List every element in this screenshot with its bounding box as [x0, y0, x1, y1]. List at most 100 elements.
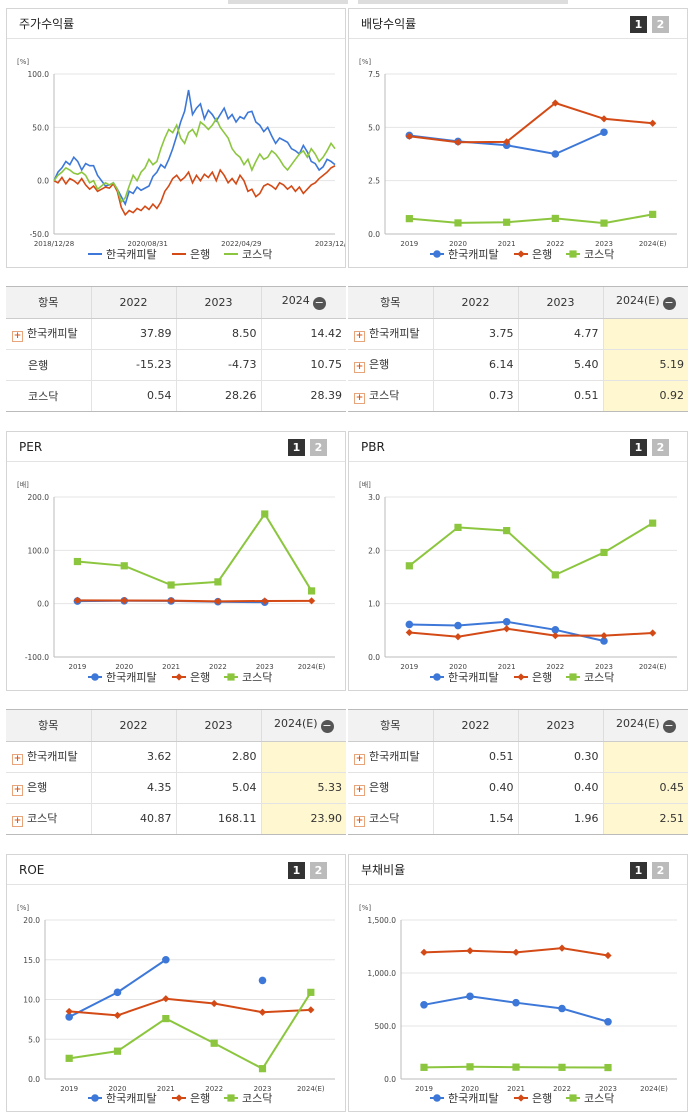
- table-cell: 5.33: [261, 772, 346, 804]
- legend-marker: [91, 1094, 99, 1102]
- x-tick-label: 2023: [256, 663, 274, 671]
- view-1-button[interactable]: 1: [288, 439, 305, 456]
- series-line: [53, 165, 336, 217]
- expand-plus-icon[interactable]: +: [12, 331, 23, 342]
- view-2-button[interactable]: 2: [310, 439, 327, 456]
- view-1-button[interactable]: 1: [630, 16, 647, 33]
- y-tick-label: -50.0: [30, 230, 50, 239]
- column-header-year: 2024−: [261, 287, 346, 319]
- row-name[interactable]: + 코스닥: [6, 803, 92, 834]
- x-tick-label: 2022/04/29: [221, 240, 261, 248]
- top-tab-strip-2: [358, 0, 568, 4]
- row-name: 코스닥: [6, 380, 92, 411]
- per-table: 항목 2022 2023 2024(E) − + 한국캐피탈 3.62 2.80 + 은행 4.35 5…: [6, 709, 346, 835]
- data-point: [454, 138, 462, 146]
- x-tick-label: 2024(E): [640, 1085, 668, 1093]
- x-tick-label: 2020: [115, 663, 133, 671]
- expand-plus-icon[interactable]: +: [354, 331, 365, 342]
- table-cell: 3.75: [433, 318, 519, 350]
- expand-plus-icon[interactable]: +: [354, 362, 365, 373]
- expand-plus-icon[interactable]: +: [354, 816, 365, 828]
- row-name[interactable]: + 코스닥: [348, 803, 434, 834]
- view-1-button[interactable]: 1: [288, 862, 305, 879]
- legend-marker: [175, 673, 183, 681]
- legend-marker: [433, 250, 441, 258]
- view-2-button[interactable]: 2: [652, 16, 669, 33]
- debt-ratio-chart: [%] 1,500.0 1,000.0 500.0 0.0 2019 2020 2021 202…: [359, 904, 677, 1105]
- data-point: [113, 988, 122, 997]
- collapse-icon[interactable]: −: [662, 296, 676, 311]
- series-line: [77, 512, 313, 592]
- row-name[interactable]: + 한국캐피탈: [6, 318, 92, 350]
- x-tick-label: 2021: [507, 1085, 525, 1093]
- panel-title: 주가수익률: [7, 9, 345, 39]
- series-line: [53, 117, 336, 204]
- x-tick-label: 2019: [400, 663, 418, 671]
- row-name[interactable]: + 은행: [6, 772, 92, 804]
- x-tick-label: 2021: [157, 1085, 175, 1093]
- x-tick-label: 2024(E): [298, 663, 326, 671]
- row-name[interactable]: + 은행: [348, 772, 434, 804]
- view-2-button[interactable]: 2: [652, 439, 669, 456]
- column-header-year: 2023: [518, 710, 604, 742]
- collapse-icon[interactable]: −: [312, 296, 326, 311]
- table-cell: 4.77: [518, 318, 604, 350]
- data-point: [604, 1063, 612, 1072]
- series-line: [69, 991, 312, 1070]
- data-point: [466, 992, 474, 1001]
- expand-plus-icon[interactable]: +: [12, 754, 23, 765]
- data-point: [558, 944, 566, 952]
- expand-plus-icon[interactable]: +: [12, 816, 23, 828]
- data-point: [454, 633, 462, 641]
- x-tick-label: 2020: [449, 240, 467, 248]
- row-name[interactable]: + 은행: [348, 349, 434, 381]
- y-tick-label: 1,500.0: [367, 916, 396, 925]
- data-point: [600, 128, 608, 137]
- row-name[interactable]: + 한국캐피탈: [348, 741, 434, 773]
- view-2-button[interactable]: 2: [310, 862, 327, 879]
- view-1-button[interactable]: 1: [630, 439, 647, 456]
- y-tick-label: 0.0: [368, 230, 380, 239]
- legend-marker: [227, 673, 235, 681]
- column-header-year: 2024(E) −: [603, 710, 688, 742]
- y-tick-label: 100.0: [28, 70, 50, 79]
- table-cell: 6.14: [433, 349, 519, 381]
- row-name[interactable]: + 한국캐피탈: [6, 741, 92, 773]
- y-tick-label: 0.0: [28, 1075, 40, 1084]
- y-tick-label: 7.5: [368, 70, 380, 79]
- expand-plus-icon[interactable]: +: [354, 785, 365, 796]
- table-cell: 0.73: [433, 380, 519, 411]
- data-point: [307, 988, 315, 996]
- expand-plus-icon[interactable]: +: [12, 785, 23, 796]
- expand-plus-icon[interactable]: +: [354, 393, 365, 405]
- collapse-icon[interactable]: −: [662, 719, 676, 734]
- x-tick-label: 2018/12/28: [34, 240, 74, 248]
- table-cell: 10.75: [261, 349, 346, 381]
- y-tick-label: 0.0: [37, 600, 49, 609]
- legend-label: 은행: [532, 671, 552, 684]
- collapse-icon[interactable]: −: [320, 719, 334, 734]
- row-name[interactable]: + 한국캐피탈: [348, 318, 434, 350]
- view-1-button[interactable]: 1: [630, 862, 647, 879]
- x-tick-label: 2019: [400, 240, 418, 248]
- expand-plus-icon[interactable]: +: [354, 754, 365, 765]
- series-line: [68, 958, 167, 1018]
- y-tick-label: 2.0: [368, 546, 380, 555]
- data-point: [503, 218, 511, 226]
- y-tick-label: 10.0: [23, 996, 40, 1005]
- legend-label: 한국캐피탈: [106, 248, 157, 261]
- data-point: [258, 976, 267, 985]
- x-tick-label: 2020: [449, 663, 467, 671]
- table-cell: 28.26: [176, 380, 262, 411]
- data-point: [307, 1006, 315, 1014]
- row-name[interactable]: + 코스닥: [348, 380, 434, 411]
- data-point: [600, 219, 608, 227]
- y-tick-label: 5.0: [368, 123, 380, 132]
- axis-unit: [%]: [359, 58, 371, 66]
- column-header-year: 2023: [518, 287, 604, 319]
- x-tick-label: 2021: [498, 663, 516, 671]
- view-2-button[interactable]: 2: [652, 862, 669, 879]
- table-row: + 코스닥 40.87 168.11 23.90: [6, 803, 346, 834]
- column-header-year: 2022: [91, 287, 177, 319]
